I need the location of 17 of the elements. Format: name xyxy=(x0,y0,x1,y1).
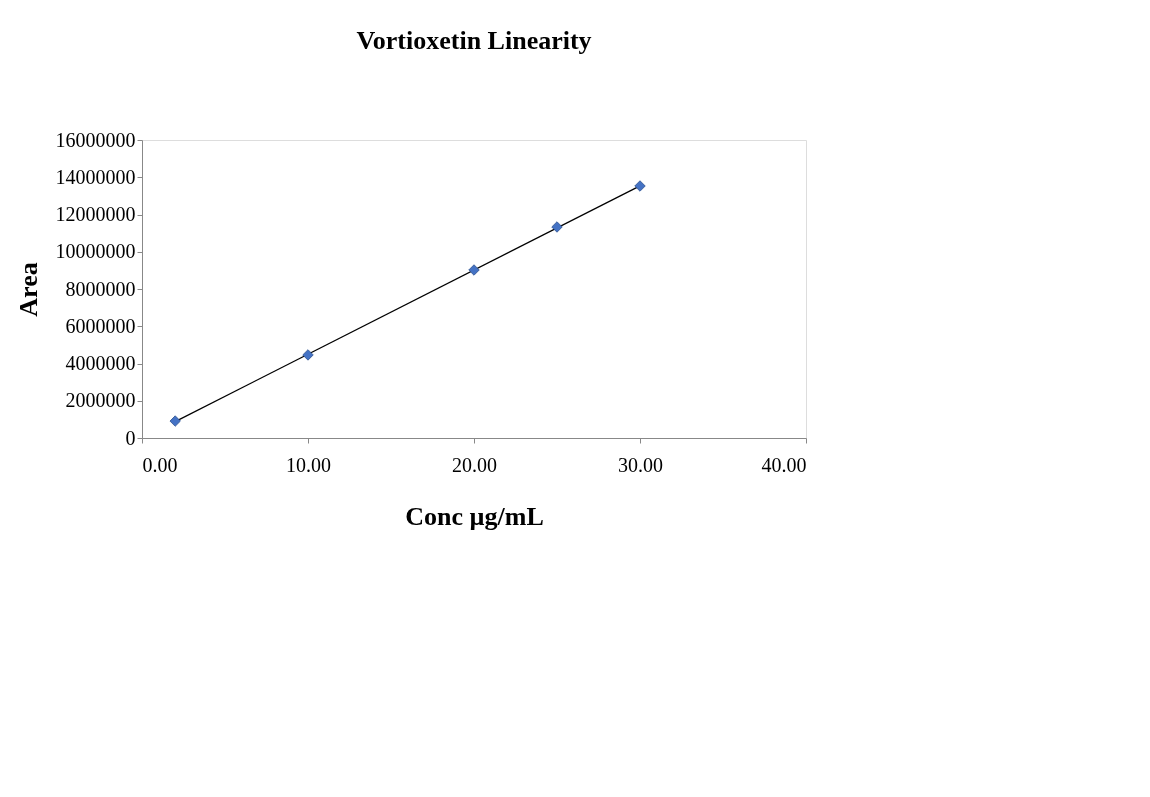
y-tick-label: 14000000 xyxy=(55,165,136,188)
x-tick-label: 30.00 xyxy=(618,453,663,476)
y-tick-label: 2000000 xyxy=(65,389,136,412)
x-axis-title: Conc µg/mL xyxy=(405,501,544,531)
chart-title: Vortioxetin Linearity xyxy=(356,26,592,55)
y-tick-label: 6000000 xyxy=(65,314,136,337)
x-tick-label: 0.00 xyxy=(142,453,178,476)
y-tick-label: 8000000 xyxy=(65,277,136,300)
y-tick-label: 4000000 xyxy=(65,352,136,374)
y-tick-label: 0 xyxy=(125,426,136,449)
y-tick-label: 10000000 xyxy=(55,240,136,263)
y-tick-label: 16000000 xyxy=(55,128,136,151)
x-tick-label: 40.00 xyxy=(761,453,807,476)
x-tick-label: 10.00 xyxy=(286,453,331,476)
y-axis-title: Area xyxy=(13,262,43,317)
x-tick-label: 20.00 xyxy=(452,453,497,476)
y-tick-label: 12000000 xyxy=(55,203,136,225)
